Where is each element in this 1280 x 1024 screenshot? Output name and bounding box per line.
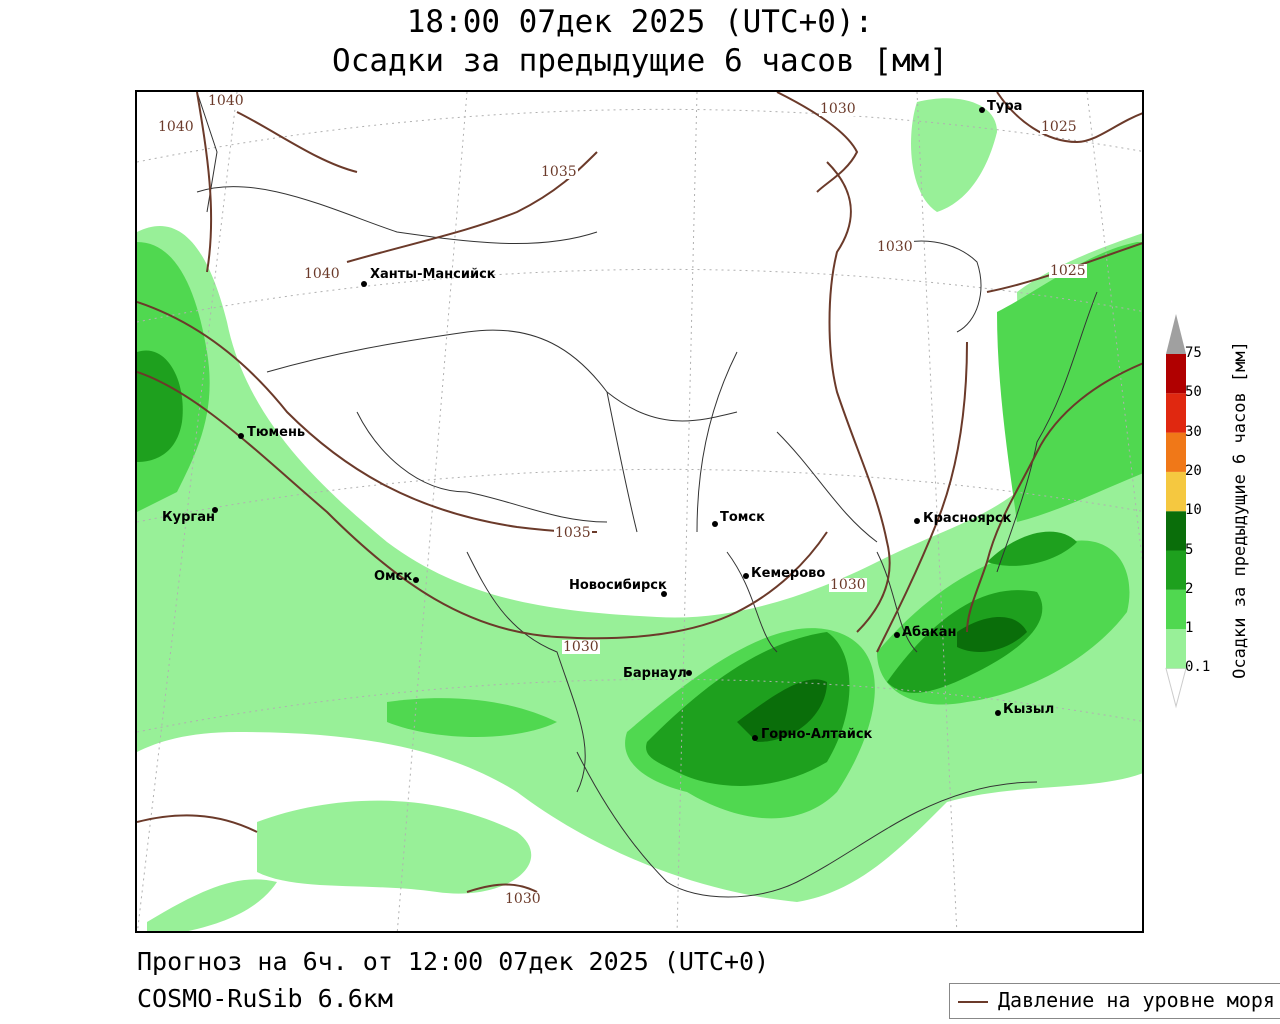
city-label-tura: Тура bbox=[987, 99, 1023, 114]
city-label-tomsk: Томск bbox=[720, 510, 765, 525]
colorbar-cell bbox=[1166, 393, 1186, 433]
forecast-info: Прогноз на 6ч. от 12:00 07дек 2025 (UTC+… bbox=[137, 947, 770, 976]
city-marker bbox=[894, 632, 900, 638]
city-label-kemerovo: Кемерово bbox=[751, 566, 826, 581]
colorbar-title: Осадки за предыдущие 6 часов [мм] bbox=[1230, 341, 1250, 679]
map-canvas bbox=[137, 92, 1142, 931]
city-label-tyumen: Тюмень bbox=[247, 425, 306, 440]
precip-colorbar bbox=[1165, 314, 1187, 712]
colorbar-tick-label: 5 bbox=[1185, 541, 1194, 558]
city-label-barnaul: Барнаул bbox=[623, 666, 687, 681]
city-label-khanty-mansiysk: Ханты-Мансийск bbox=[370, 267, 496, 282]
colorbar-tick-label: 75 bbox=[1185, 345, 1202, 361]
isobar-label: 1025 bbox=[1040, 119, 1078, 135]
city-marker bbox=[212, 507, 218, 513]
colorbar-tick-label: 10 bbox=[1185, 502, 1202, 519]
isobar-label: 1025 bbox=[1049, 263, 1087, 279]
colorbar-cell bbox=[1166, 589, 1186, 630]
colorbar-tick-label: 50 bbox=[1185, 384, 1202, 401]
precip-very-heavy bbox=[737, 617, 1027, 742]
colorbar-cell bbox=[1166, 629, 1186, 669]
colorbar-cell bbox=[1166, 550, 1186, 590]
isobar-label: 1040 bbox=[207, 93, 245, 109]
colorbar-tick-label: 20 bbox=[1185, 462, 1202, 479]
city-marker bbox=[914, 518, 920, 524]
pressure-legend: Давление на уровне моря bbox=[949, 983, 1280, 1019]
legend-label: Давление на уровне моря bbox=[998, 988, 1275, 1012]
isobar-label: 1030 bbox=[876, 239, 914, 255]
colorbar-under-tip bbox=[1165, 667, 1187, 709]
city-marker bbox=[743, 573, 749, 579]
isobar-label: 1030 bbox=[819, 101, 857, 117]
city-marker bbox=[979, 107, 985, 113]
city-label-abakan: Абакан bbox=[902, 625, 957, 640]
city-label-krasnoyarsk: Красноярск bbox=[923, 511, 1012, 526]
city-label-kyzyl: Кызыл bbox=[1003, 702, 1055, 717]
city-marker bbox=[995, 710, 1001, 716]
city-marker bbox=[413, 577, 419, 583]
colorbar-tick-label: 30 bbox=[1185, 423, 1202, 440]
admin-borders bbox=[196, 92, 1098, 898]
isobar-label: 1040 bbox=[303, 266, 341, 282]
map-subtitle: Осадки за предыдущие 6 часов [мм] bbox=[332, 43, 948, 79]
colorbar-cells bbox=[1165, 314, 1187, 709]
isobar-label: 1030 bbox=[562, 639, 600, 655]
model-name: COSMO-RuSib 6.6км bbox=[137, 984, 393, 1013]
colorbar-tick-label: 0.1 bbox=[1185, 659, 1211, 676]
city-marker bbox=[712, 521, 718, 527]
city-marker bbox=[238, 433, 244, 439]
city-marker bbox=[661, 591, 667, 597]
legend-line-swatch bbox=[958, 1001, 988, 1003]
city-marker bbox=[686, 670, 692, 676]
city-marker bbox=[361, 281, 367, 287]
colorbar-cell bbox=[1166, 432, 1186, 472]
isobar-label: 1040 bbox=[157, 119, 195, 135]
city-marker bbox=[752, 735, 758, 741]
city-label-novosibirsk: Новосибирск bbox=[569, 578, 667, 593]
colorbar-cell bbox=[1166, 471, 1186, 512]
isobar-label: 1035 bbox=[540, 164, 578, 180]
isobar-label: 1030 bbox=[829, 577, 867, 593]
map-title: 18:00 07дек 2025 (UTC+0): bbox=[406, 4, 874, 40]
precip-light bbox=[137, 98, 1142, 931]
city-label-kurgan: Курган bbox=[162, 510, 215, 525]
colorbar-tick-label: 2 bbox=[1185, 580, 1194, 597]
isobars bbox=[137, 92, 1142, 893]
city-label-gorno-altaysk: Горно-Алтайск bbox=[761, 727, 873, 742]
city-label-omsk: Омск bbox=[374, 569, 413, 584]
isobar-label: 1035 bbox=[554, 525, 592, 541]
colorbar-over-tip bbox=[1166, 314, 1186, 354]
colorbar-cell bbox=[1166, 511, 1186, 551]
colorbar-tick-label: 1 bbox=[1185, 620, 1194, 637]
colorbar-cell bbox=[1166, 354, 1186, 394]
isobar-label: 1030 bbox=[504, 891, 542, 907]
precipitation-map[interactable]: 1040 1040 1040 1035 1035 1030 1030 1030 … bbox=[135, 90, 1144, 933]
